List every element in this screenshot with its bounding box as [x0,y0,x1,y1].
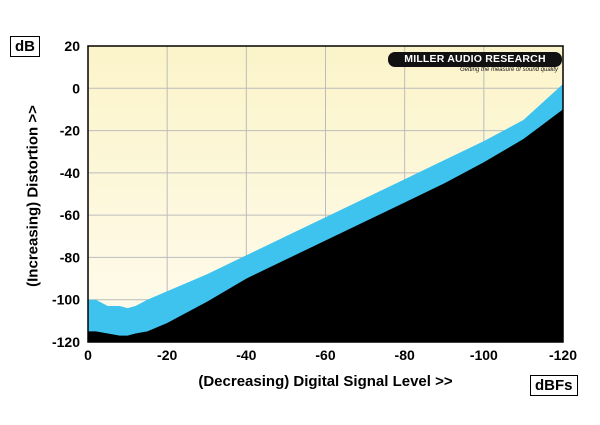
y-tick-label: -20 [60,123,80,139]
plot-frame [87,45,564,343]
brand-logo-name: MILLER AUDIO RESEARCH [388,52,562,67]
x-tick-label: -80 [395,347,415,363]
y-tick-label: -40 [60,165,80,181]
x-tick-label: -60 [315,347,335,363]
y-tick-label: -120 [52,334,80,350]
x-tick-label: -20 [157,347,177,363]
y-tick-label: -80 [60,249,80,265]
y-axis-label: (Increasing) Distortion >> [24,105,42,287]
x-tick-label: -100 [470,347,498,363]
y-tick-label: -60 [60,207,80,223]
x-unit-label: dBFs [530,375,578,396]
y-axis-ticks: 20 0 -20 -40 -60 -80 -100 -120 [52,38,80,350]
y-tick-label: 20 [64,38,80,54]
brand-logo-tagline: Getting the measure of sound quality [459,67,558,73]
x-axis-ticks: 0 -20 -40 -60 -80 -100 -120 [84,347,577,363]
y-tick-label: -100 [52,292,80,308]
x-tick-label: -120 [549,347,577,363]
y-unit-label: dB [10,36,40,57]
brand-logo: MILLER AUDIO RESEARCH Getting the measur… [388,52,562,76]
x-tick-label: -40 [236,347,256,363]
x-tick-label: 0 [84,347,92,363]
y-tick-label: 0 [72,80,80,96]
noise-floor-area [88,109,563,342]
x-axis-label: (Decreasing) Digital Signal Level >> [198,373,453,390]
